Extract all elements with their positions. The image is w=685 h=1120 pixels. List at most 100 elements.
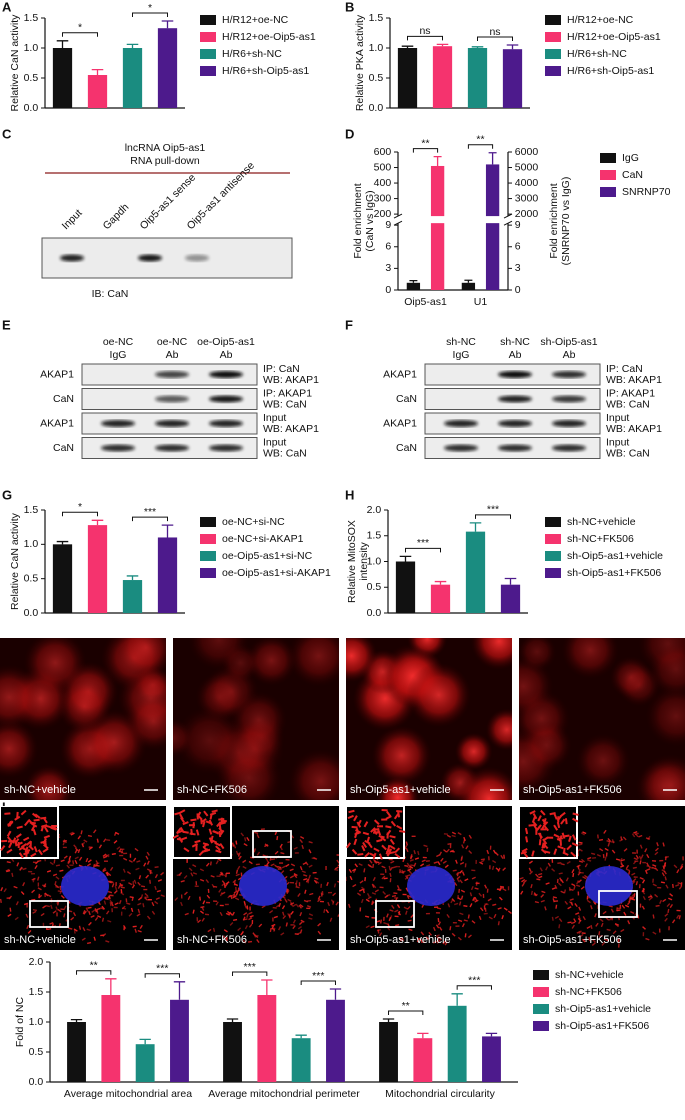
mitochondrion xyxy=(620,861,624,866)
mitochondrion xyxy=(555,904,558,909)
mitochondrion xyxy=(413,850,416,855)
tick-label: 2000 xyxy=(515,208,539,220)
mitochondrion xyxy=(189,832,196,836)
mitochondrion xyxy=(383,922,388,925)
mitochondrion xyxy=(458,901,462,906)
mitochondrion xyxy=(243,918,248,921)
blot-band xyxy=(155,444,189,452)
mitochondrion xyxy=(96,907,101,911)
mitochondrion xyxy=(372,863,375,869)
mitochondrion xyxy=(470,885,474,891)
mitochondrion xyxy=(199,878,205,882)
mitochondrion xyxy=(63,855,68,859)
mitochondrion xyxy=(78,925,82,930)
mitochondrion xyxy=(638,855,642,861)
mitochondrion xyxy=(247,940,253,943)
mitochondrion xyxy=(280,932,285,936)
mitochondrion xyxy=(388,916,392,922)
mitochondrion xyxy=(214,841,221,847)
mitochondrion xyxy=(521,882,525,887)
blot-band xyxy=(209,395,243,403)
cell xyxy=(609,656,653,699)
mitochondrion xyxy=(619,857,623,862)
mitochondrion xyxy=(389,872,392,878)
mitochondrion xyxy=(459,912,464,916)
mitochondrion xyxy=(646,868,651,872)
bar xyxy=(379,1022,398,1082)
error-bar xyxy=(485,1032,498,1037)
significance-label: *** xyxy=(244,961,256,973)
mitochondrion xyxy=(551,887,557,890)
mitochondrion xyxy=(154,885,157,891)
protein-label: CaN xyxy=(53,393,74,405)
mitochondrion xyxy=(572,812,579,816)
mitochondrion xyxy=(620,858,626,862)
mitochondrion xyxy=(420,863,425,867)
error-bar xyxy=(451,993,463,1006)
mitochondrion xyxy=(574,903,578,908)
mitochondrion xyxy=(248,917,253,921)
mitochondrion xyxy=(631,872,636,876)
mitochondrion xyxy=(553,848,558,855)
mitochondrion xyxy=(586,899,591,904)
significance-bracket xyxy=(405,547,441,553)
mitochondrion xyxy=(468,834,472,839)
mitochondrion xyxy=(136,860,141,863)
mitochondrion xyxy=(451,831,457,835)
mitochondrion xyxy=(30,852,37,858)
mitochondrion xyxy=(471,920,476,924)
mitochondrion xyxy=(442,940,447,945)
mitochondrion xyxy=(389,909,394,912)
lane-label: oe-NC xyxy=(157,336,188,348)
mitochondrion xyxy=(571,924,575,929)
tick-label: 3000 xyxy=(515,192,539,204)
mitochondrion xyxy=(31,898,36,901)
tick-label: 0 xyxy=(515,284,521,296)
mitochondrion xyxy=(286,890,290,895)
mitochondrion xyxy=(371,883,375,888)
mitochondrion xyxy=(40,824,48,828)
mitochondrion xyxy=(606,928,611,931)
mitochondrion xyxy=(22,867,27,871)
mitochondrion xyxy=(660,881,666,884)
mitochondrion xyxy=(156,889,161,893)
lane-label: Ab xyxy=(220,349,233,361)
significance-bracket xyxy=(475,514,511,519)
mitochondrion xyxy=(81,937,86,941)
lane-label: Ab xyxy=(509,349,522,361)
mitochondrion xyxy=(531,820,538,827)
mitochondrion xyxy=(596,853,602,857)
mitochondrion xyxy=(357,892,362,896)
mitochondrion xyxy=(394,909,399,913)
mitochondrion xyxy=(468,850,473,854)
mitochondrion xyxy=(567,906,572,910)
mitochondrion xyxy=(664,855,669,859)
mitochondrion xyxy=(474,897,478,902)
mitochondrion xyxy=(451,932,456,937)
mitochondrion xyxy=(188,867,193,872)
mitochondrion xyxy=(289,868,294,872)
significance-bracket xyxy=(477,36,513,41)
mitochondrion xyxy=(208,828,213,835)
mitochondrion xyxy=(43,839,47,847)
mitochondrion xyxy=(578,841,583,844)
mitochondrion xyxy=(461,844,465,849)
mitochondrion xyxy=(659,899,663,904)
error-bar xyxy=(91,68,104,75)
mitochondrion xyxy=(102,869,107,873)
mitochondrion xyxy=(396,904,401,909)
mitochondrion xyxy=(362,831,370,836)
bar xyxy=(291,1038,311,1082)
blot-note: WB: AKAP1 xyxy=(606,374,662,386)
mitochondrion xyxy=(622,836,627,841)
bar xyxy=(157,28,178,109)
mitochondrion xyxy=(519,876,524,880)
mitochondrion xyxy=(146,860,150,865)
mitochondrion xyxy=(277,865,282,869)
mitochondrion xyxy=(566,844,572,851)
mitochondrion xyxy=(557,882,562,887)
panel-label: G xyxy=(2,487,12,502)
mitochondrion xyxy=(128,882,133,886)
mitochondrion xyxy=(391,895,397,898)
mitochondrion xyxy=(16,825,23,829)
